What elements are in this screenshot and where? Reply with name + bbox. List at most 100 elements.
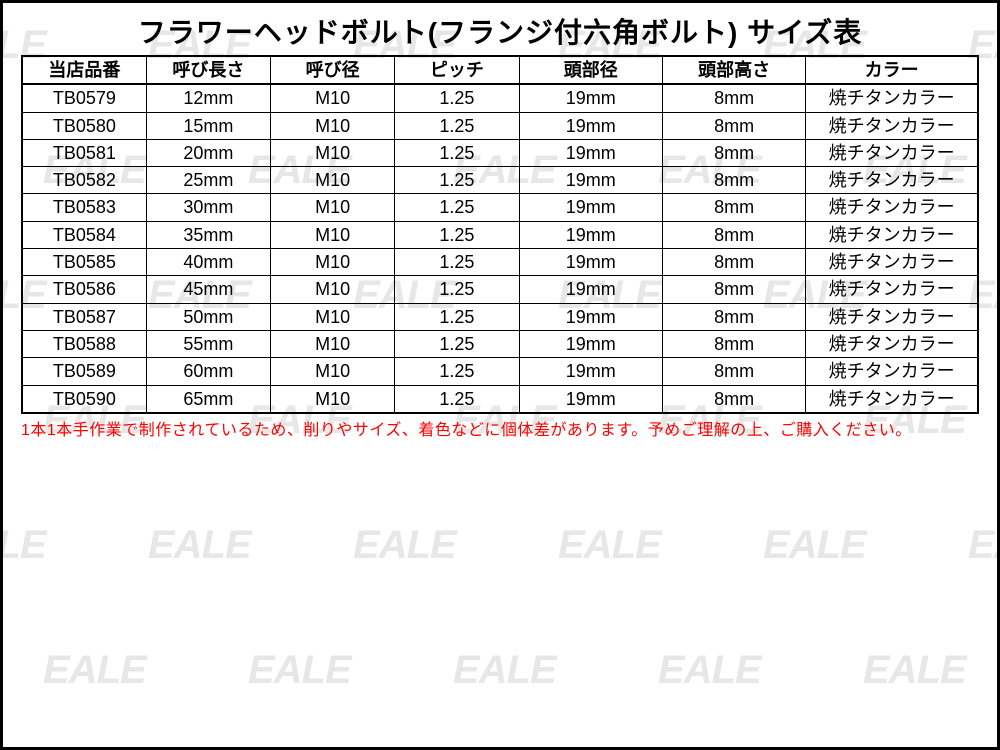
table-row: TB059065mmM101.2519mm8mm焼チタンカラー (22, 385, 978, 413)
table-cell: 焼チタンカラー (806, 194, 978, 221)
table-cell: 8mm (662, 303, 805, 330)
table-cell: TB0584 (22, 221, 146, 248)
table-cell: 8mm (662, 84, 805, 112)
watermark-text: EALE (43, 648, 146, 693)
table-cell: 19mm (519, 167, 662, 194)
table-header-cell: 呼び径 (271, 56, 395, 84)
table-row: TB058225mmM101.2519mm8mm焼チタンカラー (22, 167, 978, 194)
table-cell: 1.25 (395, 84, 519, 112)
table-cell: 1.25 (395, 330, 519, 357)
table-cell: 40mm (146, 249, 270, 276)
table-cell: 焼チタンカラー (806, 112, 978, 139)
table-cell: M10 (271, 385, 395, 413)
table-cell: 焼チタンカラー (806, 84, 978, 112)
table-cell: 60mm (146, 358, 270, 385)
table-cell: 19mm (519, 112, 662, 139)
table-cell: 焼チタンカラー (806, 303, 978, 330)
table-cell: 20mm (146, 139, 270, 166)
watermark-text: EALE (3, 523, 46, 568)
table-cell: 19mm (519, 194, 662, 221)
table-header-cell: 呼び長さ (146, 56, 270, 84)
watermark-text: EALE (248, 648, 351, 693)
watermark-text: EALE (148, 523, 251, 568)
table-cell: 1.25 (395, 303, 519, 330)
size-table: 当店品番呼び長さ呼び径ピッチ頭部径頭部高さカラー TB057912mmM101.… (21, 55, 979, 414)
table-cell: 8mm (662, 139, 805, 166)
table-header-row: 当店品番呼び長さ呼び径ピッチ頭部径頭部高さカラー (22, 56, 978, 84)
table-cell: TB0590 (22, 385, 146, 413)
watermark-text: EALE (453, 648, 556, 693)
table-cell: 焼チタンカラー (806, 330, 978, 357)
table-cell: 19mm (519, 139, 662, 166)
table-row: TB058015mmM101.2519mm8mm焼チタンカラー (22, 112, 978, 139)
table-cell: 8mm (662, 221, 805, 248)
table-cell: 8mm (662, 276, 805, 303)
table-cell: 15mm (146, 112, 270, 139)
table-cell: 55mm (146, 330, 270, 357)
table-cell: 30mm (146, 194, 270, 221)
table-cell: 8mm (662, 385, 805, 413)
table-cell: 焼チタンカラー (806, 358, 978, 385)
table-cell: TB0581 (22, 139, 146, 166)
table-cell: 焼チタンカラー (806, 139, 978, 166)
table-cell: 12mm (146, 84, 270, 112)
table-cell: 19mm (519, 84, 662, 112)
table-cell: 1.25 (395, 221, 519, 248)
table-cell: 45mm (146, 276, 270, 303)
table-cell: M10 (271, 303, 395, 330)
table-header-cell: ピッチ (395, 56, 519, 84)
watermark-text: EALE (763, 523, 866, 568)
table-cell: 1.25 (395, 249, 519, 276)
table-cell: TB0582 (22, 167, 146, 194)
table-cell: 8mm (662, 249, 805, 276)
table-row: TB057912mmM101.2519mm8mm焼チタンカラー (22, 84, 978, 112)
table-cell: 19mm (519, 330, 662, 357)
table-row: TB058645mmM101.2519mm8mm焼チタンカラー (22, 276, 978, 303)
table-cell: 19mm (519, 303, 662, 330)
table-cell: 1.25 (395, 112, 519, 139)
table-cell: M10 (271, 139, 395, 166)
table-cell: TB0586 (22, 276, 146, 303)
watermark-text: EALE (353, 523, 456, 568)
table-cell: TB0589 (22, 358, 146, 385)
table-header-cell: カラー (806, 56, 978, 84)
table-cell: 焼チタンカラー (806, 385, 978, 413)
table-cell: TB0579 (22, 84, 146, 112)
table-cell: TB0585 (22, 249, 146, 276)
table-cell: 25mm (146, 167, 270, 194)
table-cell: M10 (271, 358, 395, 385)
table-cell: M10 (271, 84, 395, 112)
table-cell: 65mm (146, 385, 270, 413)
table-cell: 焼チタンカラー (806, 167, 978, 194)
table-row: TB058435mmM101.2519mm8mm焼チタンカラー (22, 221, 978, 248)
table-cell: 8mm (662, 167, 805, 194)
table-cell: 19mm (519, 221, 662, 248)
table-cell: M10 (271, 276, 395, 303)
table-cell: M10 (271, 221, 395, 248)
table-row: TB058750mmM101.2519mm8mm焼チタンカラー (22, 303, 978, 330)
table-cell: 19mm (519, 385, 662, 413)
table-header-cell: 頭部径 (519, 56, 662, 84)
table-cell: M10 (271, 249, 395, 276)
table-row: TB058855mmM101.2519mm8mm焼チタンカラー (22, 330, 978, 357)
table-cell: 8mm (662, 330, 805, 357)
watermark-text: EALE (863, 648, 966, 693)
table-cell: TB0583 (22, 194, 146, 221)
table-cell: 1.25 (395, 139, 519, 166)
table-cell: M10 (271, 330, 395, 357)
watermark-text: EALE (558, 523, 661, 568)
table-cell: 50mm (146, 303, 270, 330)
content-wrapper: フラワーヘッドボルト(フランジ付六角ボルト) サイズ表 当店品番呼び長さ呼び径ピ… (3, 3, 997, 440)
page-title: フラワーヘッドボルト(フランジ付六角ボルト) サイズ表 (21, 11, 979, 51)
table-cell: 1.25 (395, 276, 519, 303)
table-body: TB057912mmM101.2519mm8mm焼チタンカラーTB058015m… (22, 84, 978, 413)
table-cell: M10 (271, 112, 395, 139)
table-cell: 19mm (519, 358, 662, 385)
table-cell: 19mm (519, 249, 662, 276)
table-row: TB058120mmM101.2519mm8mm焼チタンカラー (22, 139, 978, 166)
table-cell: 8mm (662, 194, 805, 221)
table-cell: TB0587 (22, 303, 146, 330)
table-cell: 1.25 (395, 385, 519, 413)
table-cell: 焼チタンカラー (806, 249, 978, 276)
table-cell: 8mm (662, 358, 805, 385)
